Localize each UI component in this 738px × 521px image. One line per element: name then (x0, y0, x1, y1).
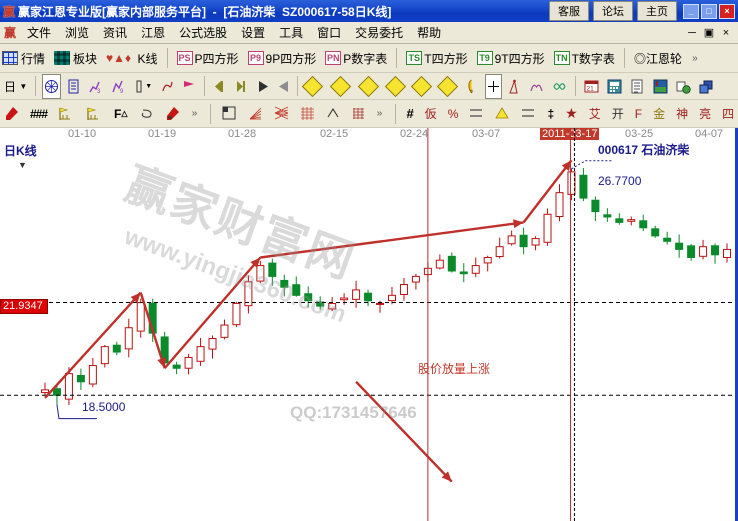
svg-text:21: 21 (587, 85, 595, 92)
svg-text:9: 9 (120, 89, 124, 94)
svg-text:3: 3 (97, 89, 101, 94)
